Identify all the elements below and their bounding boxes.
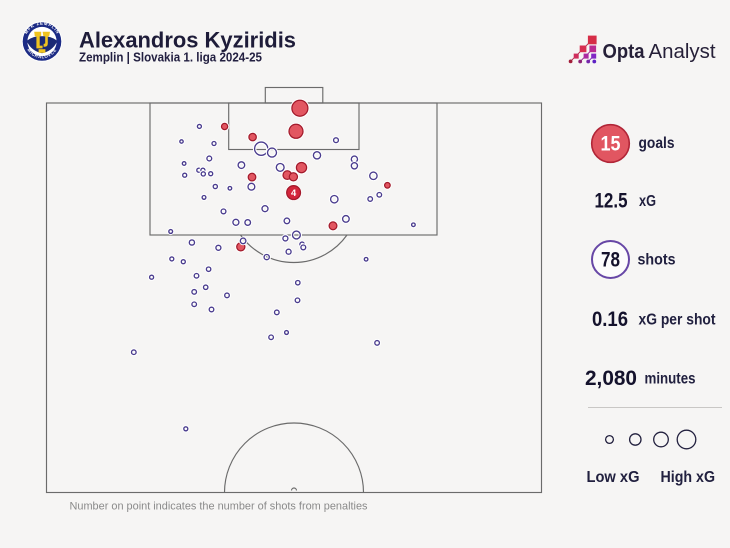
svg-text:High xG: High xG bbox=[661, 469, 716, 486]
svg-text:Opta: Opta bbox=[603, 40, 646, 63]
svg-text:goals: goals bbox=[639, 135, 675, 152]
svg-text:15: 15 bbox=[601, 133, 621, 156]
svg-text:0.16: 0.16 bbox=[592, 308, 628, 331]
svg-text:Alexandros Kyziridis: Alexandros Kyziridis bbox=[79, 28, 296, 53]
svg-text:12.5: 12.5 bbox=[595, 190, 628, 213]
svg-text:xG per shot: xG per shot bbox=[639, 312, 716, 329]
svg-text:Low xG: Low xG bbox=[587, 469, 640, 486]
svg-text:2,080: 2,080 bbox=[585, 367, 637, 390]
svg-text:4: 4 bbox=[291, 187, 297, 198]
svg-text:xG: xG bbox=[639, 193, 656, 210]
svg-text:minutes: minutes bbox=[645, 371, 696, 388]
svg-text:Zemplin | Slovakia 1. liga 202: Zemplin | Slovakia 1. liga 2024-25 bbox=[79, 50, 262, 65]
svg-text:Analyst: Analyst bbox=[649, 40, 716, 63]
svg-text:shots: shots bbox=[638, 252, 676, 269]
svg-text:78: 78 bbox=[601, 249, 620, 272]
svg-text:Number on point indicates the: Number on point indicates the number of … bbox=[70, 501, 368, 513]
